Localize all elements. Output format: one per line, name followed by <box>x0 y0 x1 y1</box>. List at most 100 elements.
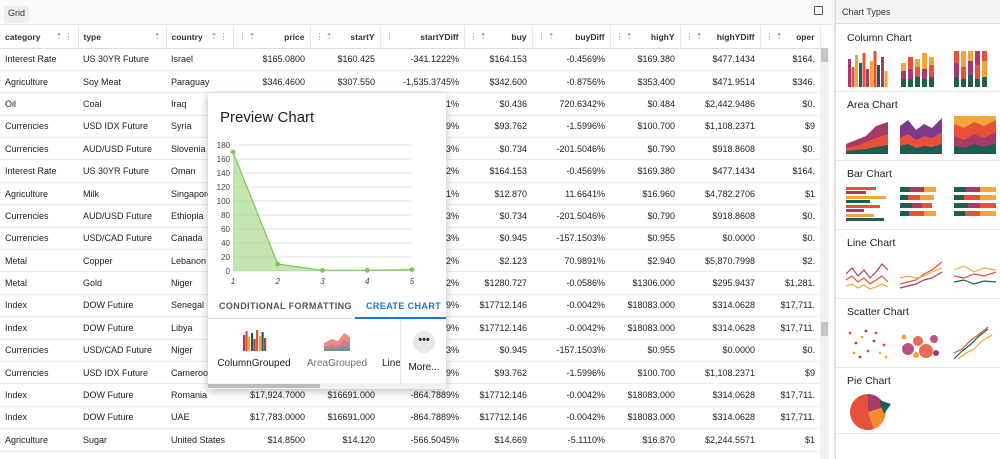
maximize-icon[interactable] <box>814 6 823 15</box>
column-header-buydiff[interactable]: ⋮ ⇡ buyDiff <box>532 26 611 49</box>
cell-category[interactable]: Agriculture <box>0 70 78 94</box>
cell-type[interactable]: DOW Future <box>78 294 166 318</box>
cell-startydiff[interactable]: -864.7889% <box>380 383 464 407</box>
cell-buydiff[interactable]: -0.4569% <box>532 159 610 183</box>
cell-category[interactable]: Agriculture <box>0 182 78 206</box>
option-area-grouped[interactable]: AreaGrouped <box>298 321 376 383</box>
table-row[interactable]: Interest Rate US 30YR Future Israel $165.08… <box>0 48 820 71</box>
cell-buy[interactable]: $17712.146 <box>464 406 532 430</box>
cell-oper[interactable]: $9 <box>760 115 820 139</box>
vertical-scrollbar[interactable] <box>820 48 829 459</box>
sort-menu-icon[interactable]: ⋮ ⇡ <box>537 31 555 41</box>
cell-country[interactable]: Romania <box>166 383 233 407</box>
cell-category[interactable]: Currencies <box>0 137 78 161</box>
cell-highy[interactable]: $18083.000 <box>610 406 680 430</box>
cell-category[interactable]: Agriculture <box>0 428 78 452</box>
cell-buydiff[interactable]: -0.0042% <box>532 383 610 407</box>
cell-price[interactable]: $165.0800 <box>233 48 310 71</box>
column-header-type[interactable]: type ⇡ <box>78 26 167 49</box>
cell-highy[interactable]: $100.700 <box>610 361 680 385</box>
cell-price[interactable]: $17,783.0000 <box>233 406 310 430</box>
bar-normalized-thumb[interactable] <box>954 187 996 216</box>
cell-buy[interactable]: $2.123 <box>464 249 532 273</box>
cell-oper[interactable]: $17,711. <box>760 383 820 407</box>
bar-stacked-thumb[interactable] <box>900 187 936 216</box>
sort-menu-icon[interactable]: ⇡ <box>153 31 161 41</box>
sort-menu-icon[interactable]: ⋮ ⇡ <box>685 31 703 41</box>
cell-buydiff[interactable]: -5.1110% <box>532 428 610 452</box>
data-point[interactable] <box>409 267 415 272</box>
cell-buydiff[interactable]: -201.5046% <box>532 204 610 228</box>
bubble-thumb[interactable] <box>901 334 940 359</box>
more-button[interactable]: ••• More... <box>400 321 446 383</box>
cell-buy[interactable]: $17712.146 <box>464 294 532 318</box>
sort-menu-icon[interactable]: ⋮ ⇡ <box>315 31 333 41</box>
cell-type[interactable]: US 30YR Future <box>78 159 166 183</box>
cell-type[interactable]: USD IDX Future <box>78 361 166 385</box>
cell-type[interactable]: Copper <box>78 249 166 273</box>
cell-category[interactable]: Index <box>0 316 78 340</box>
tab-conditional-formatting[interactable]: CONDITIONAL FORMATTING <box>219 301 352 311</box>
cell-oper[interactable]: $164. <box>760 159 820 183</box>
cell-highydiff[interactable]: $1,108.2371 <box>680 115 760 139</box>
options-scroll-thumb[interactable] <box>208 384 320 388</box>
cell-highy[interactable]: $0.484 <box>610 92 680 116</box>
cell-oper[interactable]: $0. <box>760 339 820 362</box>
cell-highydiff[interactable]: $314.0628 <box>680 383 760 407</box>
cell-oper[interactable]: $346. <box>760 70 820 94</box>
cell-type[interactable]: AUD/USD Future <box>78 137 166 161</box>
pie-thumb[interactable] <box>850 394 891 431</box>
cell-highy[interactable]: $16.870 <box>610 428 680 452</box>
column-header-startydiff[interactable]: ⋮ startYDiff <box>380 26 465 49</box>
cell-price[interactable]: $346.4600 <box>233 70 310 94</box>
cell-buy[interactable]: $17712.146 <box>464 316 532 340</box>
cell-buy[interactable]: $164.153 <box>464 48 532 71</box>
grid-tab[interactable]: Grid <box>4 6 30 23</box>
cell-buydiff[interactable]: -1.5996% <box>532 115 610 139</box>
cell-category[interactable]: Currencies <box>0 339 78 362</box>
column-header-starty[interactable]: ⋮ ⇡ startY <box>310 26 381 49</box>
cell-highy[interactable]: $2.940 <box>610 249 680 273</box>
option-line[interactable]: Line <box>378 321 418 383</box>
cell-startydiff[interactable]: -341.1222% <box>380 48 464 71</box>
cell-buy[interactable]: $0.945 <box>464 339 532 362</box>
table-row[interactable]: Agriculture Soy Meat Paraguay $346.4600 $307… <box>0 70 820 94</box>
cell-oper[interactable]: $1,281. <box>760 271 820 295</box>
cell-oper[interactable]: $0. <box>760 137 820 161</box>
cell-highy[interactable]: $0.790 <box>610 137 680 161</box>
cell-highy[interactable]: $353.400 <box>610 70 680 94</box>
cell-buydiff[interactable]: 720.6342% <box>532 92 610 116</box>
cell-buydiff[interactable]: -0.4569% <box>532 48 610 71</box>
cell-buydiff[interactable]: -157.1503% <box>532 227 610 251</box>
cell-type[interactable]: AUD/USD Future <box>78 204 166 228</box>
cell-oper[interactable]: $17,711. <box>760 406 820 430</box>
cell-price[interactable]: $14.8500 <box>233 428 310 452</box>
sort-menu-icon[interactable]: ⇡ ⋮ <box>55 31 73 41</box>
data-point[interactable] <box>275 261 281 267</box>
cell-oper[interactable]: $0. <box>760 227 820 251</box>
cell-highydiff[interactable]: $0.0000 <box>680 227 760 251</box>
cell-highy[interactable]: $169.380 <box>610 48 680 71</box>
cell-type[interactable]: Soy Meat <box>78 70 166 94</box>
column-header-oper[interactable]: ⋮ ⇡ oper <box>760 26 821 49</box>
bar-grouped-thumb[interactable] <box>846 187 886 221</box>
cell-highydiff[interactable]: $295.9437 <box>680 271 760 295</box>
table-row[interactable]: Index DOW Future UAE $17,783.0000 $16691.000… <box>0 406 820 430</box>
options-horizontal-scrollbar[interactable] <box>208 383 446 389</box>
cell-type[interactable]: USD IDX Future <box>78 115 166 139</box>
cell-type[interactable]: USD/CAD Future <box>78 339 166 362</box>
scatter-thumb[interactable] <box>848 329 888 359</box>
cell-starty[interactable]: $16691.000 <box>310 406 380 430</box>
cell-oper[interactable]: $17,711. <box>760 294 820 318</box>
cell-highy[interactable]: $100.700 <box>610 115 680 139</box>
cell-highy[interactable]: $16.960 <box>610 182 680 206</box>
cell-country[interactable]: UAE <box>166 406 233 430</box>
cell-highydiff[interactable]: $2,244.5571 <box>680 428 760 452</box>
tab-create-chart[interactable]: CREATE CHART <box>366 301 442 311</box>
cell-buydiff[interactable]: 11.6641% <box>532 182 610 206</box>
cell-buy[interactable]: $0.734 <box>464 137 532 161</box>
cell-highy[interactable]: $18083.000 <box>610 383 680 407</box>
cell-highydiff[interactable]: $2,442.9486 <box>680 92 760 116</box>
cell-country[interactable]: Paraguay <box>166 70 233 94</box>
sort-menu-icon[interactable]: ⇡ ⋮ <box>210 31 228 41</box>
